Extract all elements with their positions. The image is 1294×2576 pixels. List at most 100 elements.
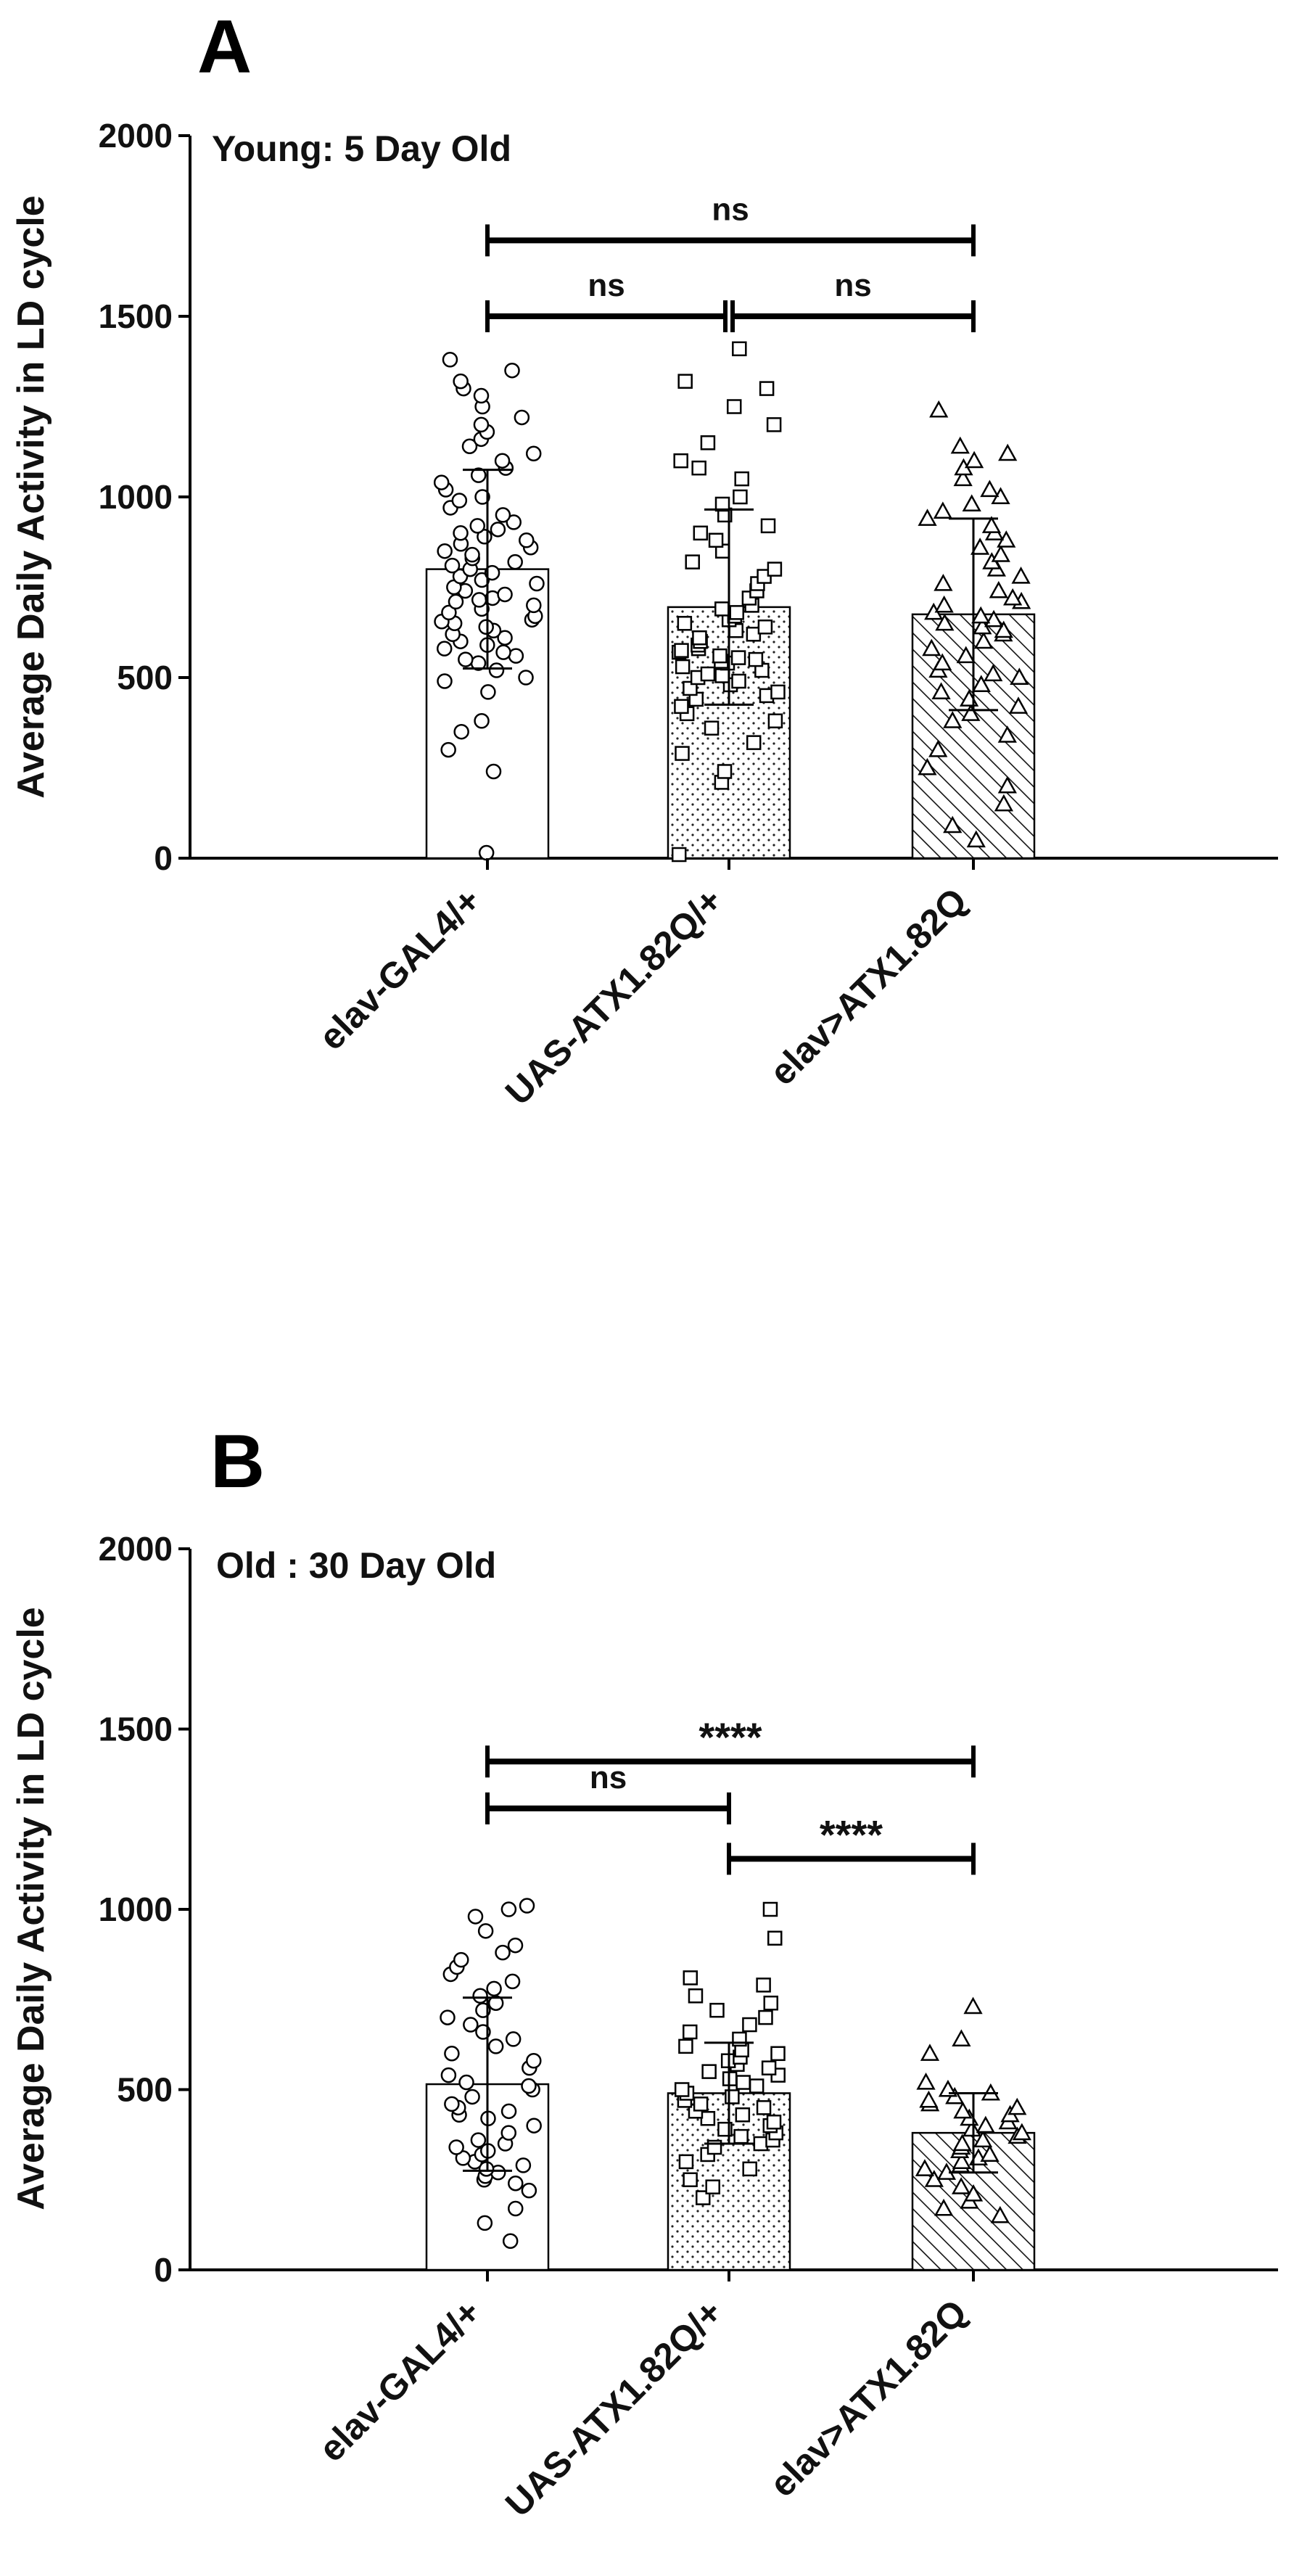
data-point xyxy=(519,1898,535,1914)
y-tick-label: 2000 xyxy=(99,1530,173,1568)
data-point xyxy=(989,580,1008,598)
data-point xyxy=(973,631,994,649)
data-point xyxy=(971,606,991,624)
data-point xyxy=(688,1988,704,2004)
data-point xyxy=(991,545,1010,562)
data-point xyxy=(760,518,776,534)
data-point xyxy=(934,573,953,591)
data-point xyxy=(770,2046,786,2062)
data-point xyxy=(767,561,783,577)
data-point xyxy=(934,2198,954,2216)
data-point xyxy=(918,509,937,526)
y-axis-label: Average Daily Activity in LD cycle xyxy=(10,1607,52,2210)
data-point xyxy=(950,436,970,454)
x-tick-label: UAS-ATX1.82Q/+ xyxy=(498,2292,730,2524)
data-point xyxy=(497,586,513,603)
data-point xyxy=(480,684,496,700)
data-point xyxy=(998,443,1018,461)
y-axis-label: Average Daily Activity in LD cycle xyxy=(10,195,52,798)
data-point xyxy=(519,532,535,548)
data-point xyxy=(735,2107,751,2123)
significance-label: **** xyxy=(820,1811,883,1857)
data-point xyxy=(464,546,480,563)
data-point xyxy=(733,2128,749,2144)
data-point xyxy=(731,673,746,689)
data-point xyxy=(725,2089,740,2104)
data-point xyxy=(487,2038,504,2054)
data-point xyxy=(477,2215,493,2231)
data-point xyxy=(453,723,469,740)
data-point xyxy=(461,438,478,455)
data-point xyxy=(526,597,542,614)
data-point xyxy=(484,564,500,581)
data-point xyxy=(683,2024,698,2040)
data-point xyxy=(712,648,728,664)
data-point xyxy=(956,646,976,664)
significance-label: **** xyxy=(698,1714,762,1760)
data-point xyxy=(683,680,698,696)
data-point xyxy=(448,2139,464,2155)
data-point xyxy=(1012,2123,1031,2141)
data-point xyxy=(758,2009,773,2025)
data-point xyxy=(677,374,693,389)
data-point xyxy=(486,1980,502,1997)
data-point xyxy=(473,416,490,433)
data-point xyxy=(964,450,984,469)
data-point xyxy=(767,1930,783,1946)
data-point xyxy=(749,2078,765,2094)
data-point xyxy=(916,2072,936,2090)
y-tick-label: 1000 xyxy=(99,478,173,516)
data-point xyxy=(444,2096,460,2112)
data-point xyxy=(675,659,691,675)
data-point xyxy=(953,2101,973,2119)
data-point xyxy=(502,2233,519,2249)
data-point xyxy=(980,2144,1000,2163)
data-point xyxy=(485,763,502,780)
data-point xyxy=(470,467,487,483)
data-point xyxy=(500,1901,517,1917)
data-point xyxy=(685,554,700,569)
data-point xyxy=(934,595,954,613)
data-point xyxy=(759,381,775,396)
data-point xyxy=(931,682,951,699)
data-point xyxy=(453,525,469,541)
significance-label: ns xyxy=(834,268,871,303)
data-point xyxy=(708,532,724,548)
data-point xyxy=(734,471,749,487)
data-point xyxy=(495,644,511,660)
data-point xyxy=(677,616,693,631)
data-point xyxy=(922,638,941,657)
data-point xyxy=(990,2205,1010,2223)
data-point xyxy=(714,496,730,512)
data-point xyxy=(470,2132,487,2148)
data-point xyxy=(757,620,773,635)
data-point xyxy=(951,2177,971,2194)
data-point xyxy=(732,341,747,357)
data-point xyxy=(966,830,986,848)
data-point xyxy=(770,684,786,700)
data-point xyxy=(526,2052,542,2069)
x-tick-label: elav>ATX1.82Q xyxy=(762,880,974,1092)
data-point xyxy=(976,2115,995,2133)
data-point xyxy=(997,775,1017,794)
y-tick-label: 1500 xyxy=(99,1711,173,1748)
panel-label: B xyxy=(210,1420,265,1504)
data-point xyxy=(683,2172,698,2187)
data-point xyxy=(458,651,474,667)
data-point xyxy=(915,2159,935,2176)
data-point xyxy=(477,1923,494,1939)
data-point xyxy=(963,1996,983,2015)
y-tick-label: 1000 xyxy=(99,1890,173,1928)
data-point xyxy=(756,2100,772,2115)
data-point xyxy=(729,605,745,620)
data-point xyxy=(683,1970,698,1986)
data-point xyxy=(746,735,762,750)
data-point xyxy=(704,720,720,736)
x-tick-label: elav>ATX1.82Q xyxy=(762,2292,974,2504)
panel-b: B Average Daily Activity in LD cycle Old… xyxy=(10,1420,1278,2524)
y-tick-label: 0 xyxy=(154,839,173,877)
data-point xyxy=(514,409,530,426)
data-point xyxy=(467,1909,484,1925)
panel-label: A xyxy=(197,5,252,89)
